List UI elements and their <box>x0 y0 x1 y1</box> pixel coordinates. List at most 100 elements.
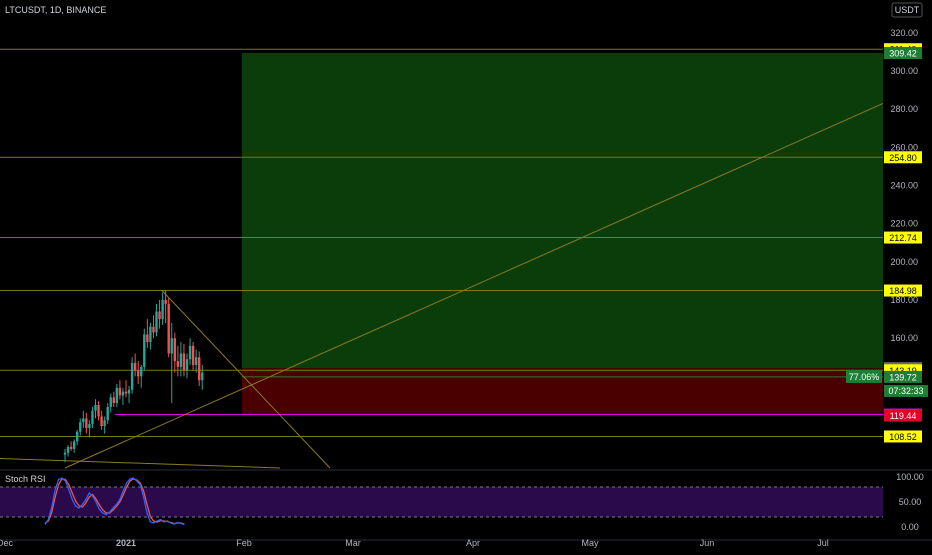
countdown-box <box>884 384 928 397</box>
resistance-trendline <box>161 290 331 469</box>
position-zones <box>242 53 883 415</box>
price-axis[interactable]: 320.00 300.00 280.00 260.00 240.00 220.00 200.… <box>846 0 932 550</box>
candle-body <box>76 431 79 442</box>
candle-body <box>133 363 137 371</box>
price-label-box <box>884 47 922 60</box>
price-label: 119.44 <box>890 411 917 421</box>
candle-body <box>188 345 192 360</box>
candle-body <box>164 300 167 304</box>
price-label: 309.42 <box>889 49 917 59</box>
symbol-title: LTCUSDT, 1D, BINANCE <box>5 5 106 15</box>
price-tick: 320.00 <box>890 28 918 38</box>
currency-button[interactable]: USDT <box>891 2 923 18</box>
candle-body <box>69 447 73 449</box>
candle-body <box>194 357 198 365</box>
price-label: 143.19 <box>889 366 917 376</box>
price-axis-background <box>883 0 932 550</box>
candle-body <box>143 334 146 367</box>
price-label-box <box>884 409 922 422</box>
price-tick: 300.00 <box>890 66 918 76</box>
candle-body <box>66 447 70 453</box>
price-label-box <box>884 370 922 383</box>
horizontal-levels <box>0 48 883 437</box>
price-tick: 200.00 <box>890 257 918 267</box>
percent-readout: 77.06% <box>849 372 880 382</box>
countdown-readout: 07:32:33 <box>888 386 923 396</box>
time-tick: Feb <box>236 538 252 548</box>
candle-body <box>201 372 204 381</box>
stop-zone <box>242 368 883 415</box>
rsi-tick: 0.00 <box>901 522 919 532</box>
candle-body <box>88 424 91 428</box>
price-label: 254.80 <box>889 153 917 163</box>
candle-body <box>146 334 149 343</box>
candle-body <box>198 357 201 381</box>
candle-body <box>173 338 176 362</box>
price-tick: 280.00 <box>890 104 918 114</box>
price-label: 108.52 <box>889 432 917 442</box>
candle-body <box>85 418 88 428</box>
rsi-tick: 50.00 <box>899 497 922 507</box>
candle-body <box>167 303 170 354</box>
candle-body <box>176 361 180 367</box>
candles <box>63 290 204 463</box>
price-label-box <box>884 231 922 244</box>
candle-body <box>130 363 134 390</box>
percent-box <box>846 369 882 383</box>
candle-body <box>127 389 131 394</box>
candle-body <box>124 391 128 394</box>
candle-body <box>121 391 125 396</box>
candle-body <box>79 422 82 432</box>
rsi-tick: 100.00 <box>896 472 924 482</box>
price-label-box <box>884 151 922 164</box>
candle-body <box>100 416 103 427</box>
candle-body <box>158 311 161 320</box>
time-tick: May <box>581 538 599 548</box>
candle-body <box>109 397 112 407</box>
time-tick: Apr <box>466 538 480 548</box>
rsi-k-line <box>44 477 185 526</box>
candle-body <box>161 300 164 320</box>
indicator-title: Stoch RSI <box>5 474 46 484</box>
time-tick: Jul <box>817 538 829 548</box>
rsi-band <box>0 487 883 517</box>
candle-body <box>149 326 152 343</box>
price-label-box <box>884 430 922 443</box>
lower-trendline <box>0 457 281 469</box>
candle-body <box>106 406 109 421</box>
candle-body <box>72 441 76 449</box>
currency-label: USDT <box>895 5 920 15</box>
candle-body <box>137 370 140 377</box>
candle-body <box>118 387 122 396</box>
candle-body <box>82 418 85 423</box>
candle-body <box>155 311 158 333</box>
time-tick: Mar <box>345 538 361 548</box>
time-tick: 2021 <box>116 538 136 548</box>
candle-body <box>91 410 94 425</box>
candle-body <box>115 387 119 404</box>
stoch-rsi-pane[interactable]: 100.00 50.00 0.00 <box>0 469 932 532</box>
candle-body <box>112 397 115 404</box>
price-tick: 160.00 <box>890 333 918 343</box>
candle-body <box>191 345 195 365</box>
price-tick: 180.00 <box>890 295 918 305</box>
price-tick: 240.00 <box>890 181 918 191</box>
time-axis[interactable]: Dec 2021 Feb Mar Apr May Jun Jul <box>0 538 932 548</box>
price-label-box <box>884 284 922 297</box>
candle-body <box>103 420 106 427</box>
support-trendline <box>64 102 884 469</box>
candle-body <box>140 366 143 377</box>
price-tick: 260.00 <box>890 142 918 152</box>
price-label: 139.72 <box>889 372 917 382</box>
time-tick: Jun <box>700 538 715 548</box>
price-tick: 220.00 <box>890 219 918 229</box>
candle-body <box>97 405 100 417</box>
candle-body <box>94 405 97 411</box>
candle-body <box>182 353 186 371</box>
target-zone <box>242 53 883 369</box>
price-label: 212.74 <box>889 233 917 243</box>
candle-body <box>152 326 155 333</box>
candle-body <box>170 338 173 354</box>
